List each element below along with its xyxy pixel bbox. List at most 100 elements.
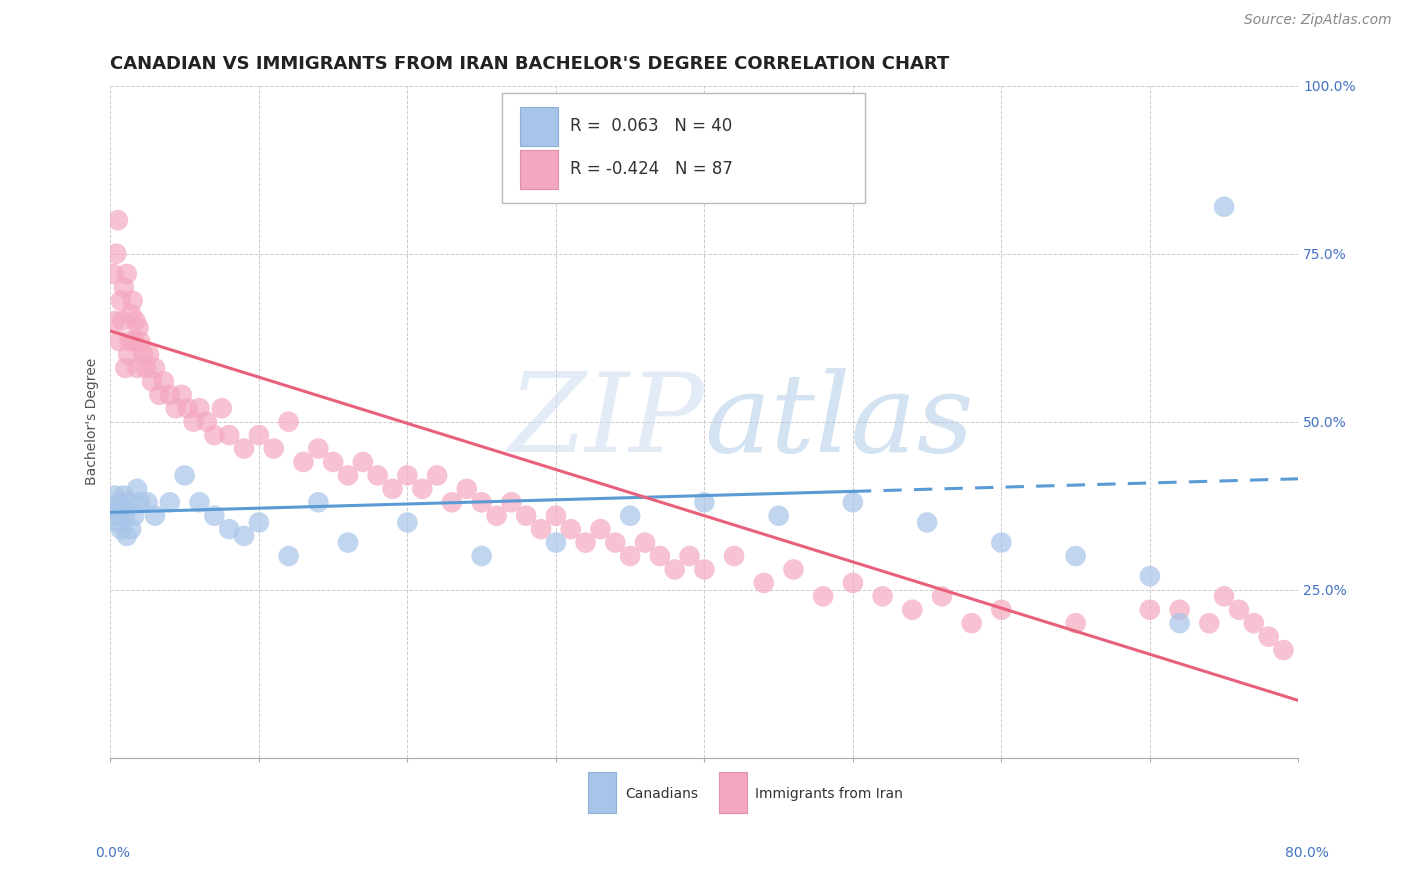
Point (136, 495, 159, 509)
FancyBboxPatch shape (502, 93, 865, 203)
Text: R =  0.063   N = 40: R = 0.063 N = 40 (571, 118, 733, 136)
Point (337, 468, 360, 483)
Point (159, 495, 181, 509)
Point (110, 293, 132, 308)
Point (202, 428, 225, 442)
Point (901, 603, 924, 617)
Point (471, 495, 494, 509)
Point (456, 482, 478, 496)
Point (124, 314, 146, 328)
Point (664, 562, 686, 576)
Point (132, 347, 155, 361)
Point (307, 495, 329, 509)
Point (1257, 630, 1279, 644)
Point (619, 549, 641, 563)
Point (122, 508, 145, 523)
Point (648, 549, 671, 563)
Point (990, 603, 1012, 617)
Point (1064, 616, 1087, 631)
Point (176, 401, 198, 416)
Point (277, 549, 299, 563)
Point (105, 508, 128, 523)
Point (1168, 616, 1191, 631)
Point (872, 590, 894, 604)
Point (1139, 569, 1161, 583)
Point (440, 495, 463, 509)
Point (322, 455, 344, 469)
Point (1213, 200, 1236, 214)
Point (277, 415, 299, 429)
Text: ZIP: ZIP (509, 368, 704, 475)
Point (396, 468, 419, 483)
Point (485, 508, 508, 523)
Point (842, 495, 865, 509)
Text: R = -0.424   N = 87: R = -0.424 N = 87 (571, 161, 733, 178)
Y-axis label: Bachelor's Degree: Bachelor's Degree (86, 358, 100, 485)
FancyBboxPatch shape (520, 107, 558, 146)
Point (143, 360, 166, 375)
Point (121, 293, 143, 308)
Text: 0.0%: 0.0% (96, 846, 131, 860)
Point (218, 428, 240, 442)
Point (752, 575, 775, 590)
Point (233, 529, 256, 543)
Point (148, 388, 170, 402)
Point (110, 522, 132, 536)
Point (115, 267, 138, 281)
Point (117, 495, 139, 509)
Point (105, 246, 128, 260)
Point (112, 489, 135, 503)
Point (104, 314, 127, 328)
Text: 80.0%: 80.0% (1285, 846, 1329, 860)
Point (188, 401, 211, 416)
Point (183, 415, 205, 429)
Point (218, 522, 240, 536)
Point (1198, 616, 1220, 631)
Point (501, 495, 523, 509)
Point (426, 468, 449, 483)
Point (143, 508, 166, 523)
Point (915, 516, 938, 530)
Point (544, 508, 567, 523)
Point (202, 508, 225, 523)
Point (589, 522, 612, 536)
Point (768, 508, 790, 523)
Point (165, 401, 187, 416)
Point (960, 616, 983, 631)
Point (117, 347, 139, 361)
Point (693, 562, 716, 576)
Point (574, 535, 596, 549)
Point (605, 535, 627, 549)
Point (1139, 603, 1161, 617)
Point (188, 495, 211, 509)
Point (129, 495, 152, 509)
FancyBboxPatch shape (520, 150, 558, 189)
Point (120, 522, 142, 536)
Point (127, 482, 149, 496)
Point (114, 508, 136, 523)
Point (111, 314, 134, 328)
Point (138, 347, 160, 361)
Point (159, 388, 181, 402)
Point (115, 529, 138, 543)
Text: Source: ZipAtlas.com: Source: ZipAtlas.com (1244, 13, 1392, 28)
Point (103, 502, 125, 516)
Point (103, 267, 125, 281)
Point (1064, 549, 1087, 563)
Point (381, 482, 404, 496)
Point (292, 455, 315, 469)
Point (114, 360, 136, 375)
Point (170, 388, 193, 402)
Point (515, 508, 537, 523)
Point (108, 495, 131, 509)
Point (811, 590, 834, 604)
Point (107, 516, 129, 530)
Point (128, 320, 150, 334)
Point (1213, 590, 1236, 604)
Point (173, 468, 195, 483)
Point (107, 213, 129, 227)
Point (560, 522, 582, 536)
Point (723, 549, 745, 563)
Point (1272, 643, 1295, 657)
Point (122, 334, 145, 348)
